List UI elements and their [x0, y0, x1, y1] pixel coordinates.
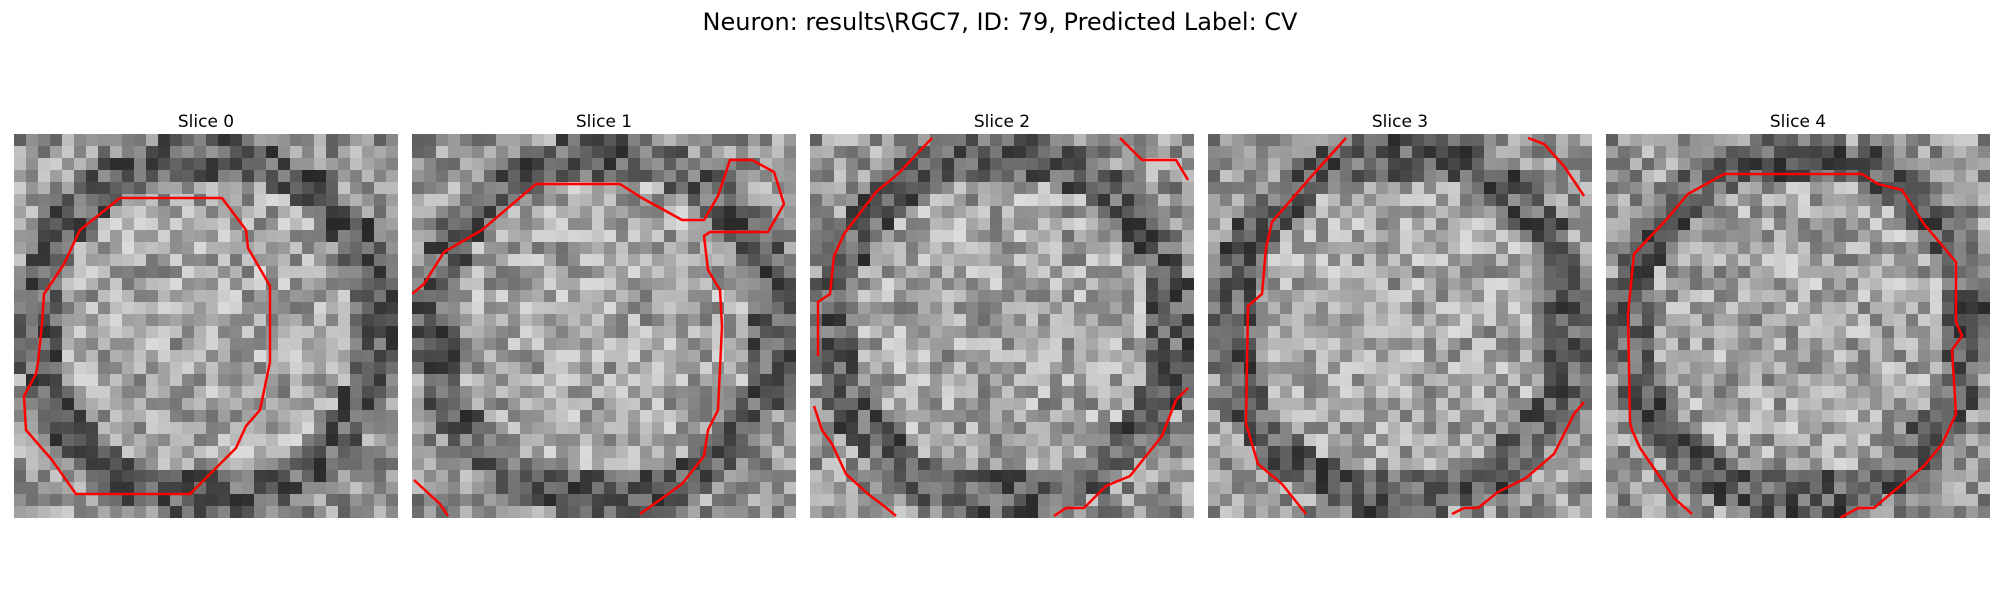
slice-title: Slice 3 [1371, 112, 1429, 132]
slice-title: Slice 0 [177, 112, 235, 132]
slice-image [412, 134, 796, 518]
slice-svg [1606, 134, 1990, 518]
slice-title: Slice 2 [973, 112, 1031, 132]
contour-line [1451, 401, 1585, 516]
slice-panel-1: Slice 1 [412, 110, 796, 518]
slice-title: Slice 4 [1769, 112, 1827, 132]
contour-line [412, 158, 786, 516]
slice-panel-0: Slice 0 [14, 110, 398, 518]
slice-image [810, 134, 1194, 518]
slice-title: Slice 1 [575, 112, 633, 132]
slice-panel-2: Slice 2 [810, 110, 1194, 518]
contour-line [413, 479, 450, 517]
figure-title: Neuron: results\RGC7, ID: 79, Predicted … [702, 8, 1298, 36]
contour-line [1244, 137, 1347, 515]
contour-line [1053, 387, 1189, 518]
contour-line [1119, 137, 1190, 181]
slice-image [14, 134, 398, 518]
contour-line [1527, 136, 1586, 197]
slice-panel-4: Slice 4 [1606, 110, 1990, 518]
slice-svg [412, 134, 796, 518]
contour-line [1626, 172, 1964, 518]
slice-image [1606, 134, 1990, 518]
slice-panel-3: Slice 3 [1208, 110, 1592, 518]
contour-line [22, 196, 272, 496]
slice-image [1208, 134, 1592, 518]
slice-svg [14, 134, 398, 518]
contour-line [816, 137, 933, 356]
contour-line [812, 405, 897, 517]
slice-svg [810, 134, 1194, 518]
slice-svg [1208, 134, 1592, 518]
